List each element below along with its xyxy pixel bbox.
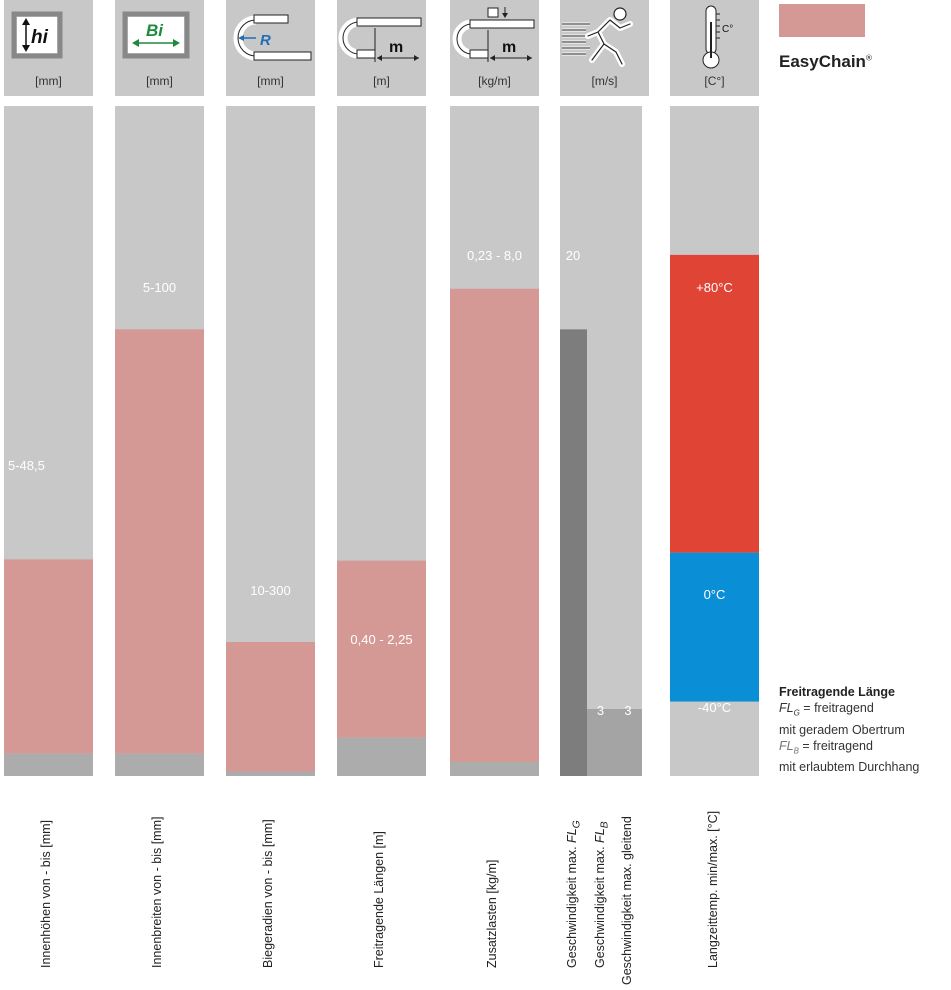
unit-label: [mm] [257,74,284,88]
column-label: Biegeradien von - bis [mm] [261,819,275,968]
svg-text:m: m [389,39,403,56]
unsupported-length-icon-box: m [337,0,426,96]
column-label: Innenbreiten von - bis [mm] [150,816,164,968]
legend-label: EasyChain® [779,52,872,71]
speed-runner-icon [562,7,633,67]
range-bar [4,559,93,754]
base-segment [450,761,539,776]
speed-bar [587,709,614,776]
inner-width-icon: Bi [122,11,190,59]
column-label: Geschwindigkeit max. FLB [593,821,611,968]
svg-text:hi: hi [31,27,49,48]
speed-bar [614,709,642,776]
base-segment [226,771,315,776]
speed-value-label: 3 [596,703,605,718]
unit-label: [mm] [35,74,62,88]
column-label: Freitragende Längen [m] [372,831,386,968]
column-label: Langzeittemp. min/max. [°C] [706,810,720,968]
thermometer-icon-box: C° [670,0,759,96]
unit-label: [m/s] [591,74,618,88]
base-segment [337,737,426,776]
svg-text:m: m [502,39,516,56]
bend-radius-icon-box: R [226,0,315,96]
speed-bar [560,329,587,776]
inner-height-icon: hi [11,11,63,59]
range-label: 5-48,5 [8,458,45,473]
column-label: Geschwindigkeit max. FLG [565,820,583,968]
note-fl-g-line2: mit geradem Obertrum [779,722,905,737]
base-segment [115,753,204,776]
temp-max-label: +80°C [696,280,733,295]
range-bar [337,560,426,738]
inner-height-icon-box: hi [4,0,93,96]
speed-value-label: 3 [624,703,632,718]
note-block: Freitragende Länge FLG = freitragend mit… [779,684,919,775]
column-label: Zusatzlasten [kg/m] [485,859,499,968]
base-segment [4,753,93,776]
unsupported-length-icon: m [338,17,422,62]
range-label: 5-100 [142,280,177,295]
unit-label: [m] [373,74,390,88]
inner-width-icon-box: Bi [115,0,204,96]
additional-load-icon-box: m [450,0,539,96]
unit-label: [C°] [704,74,725,88]
legend-swatch [779,4,865,37]
temp-hot-bar [670,254,759,553]
svg-text:Bi: Bi [146,21,164,40]
temp-min-label: -40°C [697,700,732,715]
unit-label: [kg/m] [478,74,511,88]
speed-value-label: 20 [565,248,581,263]
unit-label: [mm] [146,74,173,88]
svg-text:R: R [260,32,271,49]
svg-text:C°: C° [722,24,733,35]
note-title: Freitragende Länge [779,685,895,699]
note-fl-b-line2: mit erlaubtem Durchhang [779,760,920,774]
column-label: Innenhöhen von - bis [mm] [39,820,53,968]
speed-icon-box [560,0,649,96]
note-fl-g: FLG = freitragend [779,701,874,718]
range-label: 0,23 - 8,0 [467,248,522,263]
column-label: Geschwindigkeit max. gleitend [620,816,634,985]
range-bar [115,329,204,754]
range-bar [450,288,539,762]
range-label: 10-300 [250,583,291,598]
note-fl-b: FLB = freitragend [779,738,873,756]
temp-cold-bar [670,552,759,702]
range-bar [226,642,315,772]
range-label: 0,40 - 2,25 [350,632,413,647]
bend-radius-icon: R [233,14,312,61]
additional-load-icon: m [452,7,535,62]
thermometer-icon: C° [702,5,733,69]
temp-zero-label: 0°C [703,587,726,602]
